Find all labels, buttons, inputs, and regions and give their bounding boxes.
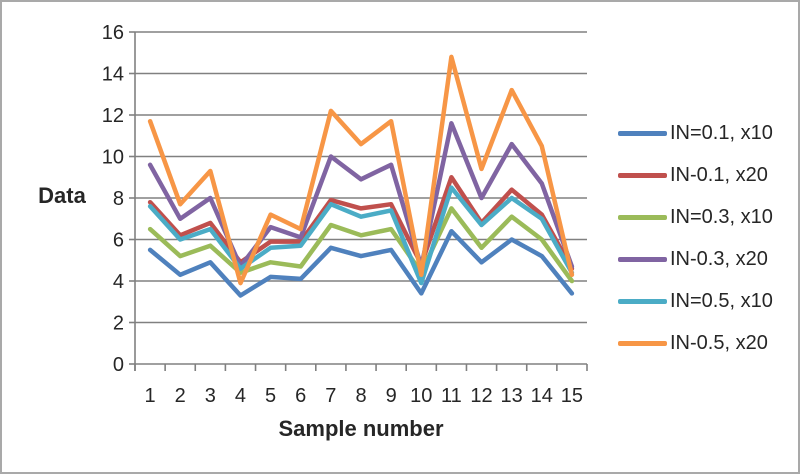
series-line xyxy=(147,206,575,284)
legend-label: IN=0.1, x10 xyxy=(670,121,773,144)
legend-item: IN-0.1, x20 xyxy=(618,154,798,196)
x-tick-label: 13 xyxy=(501,385,523,407)
legend-label: IN-0.1, x20 xyxy=(670,163,768,186)
x-tick-label: 8 xyxy=(355,385,366,407)
x-tick-label: 1 xyxy=(145,385,156,407)
x-tick-label: 6 xyxy=(295,385,306,407)
legend-line-swatch xyxy=(618,340,667,346)
legend-item: IN=0.1, x10 xyxy=(618,112,798,154)
x-tick-label: 4 xyxy=(235,385,246,407)
y-tick-label: 14 xyxy=(102,64,124,86)
x-tick-label: 12 xyxy=(470,385,492,407)
legend-item: IN=0.3, x10 xyxy=(618,196,798,238)
x-tick-label: 3 xyxy=(205,385,216,407)
legend-line-swatch xyxy=(618,130,667,136)
series-line xyxy=(147,121,575,269)
x-tick-label: 14 xyxy=(531,385,553,407)
legend-line-swatch xyxy=(618,214,667,220)
y-tick-label: 2 xyxy=(113,313,124,335)
x-axis-title: Sample number xyxy=(278,416,444,441)
legend-label: IN-0.3, x20 xyxy=(670,247,768,270)
legend-line-swatch xyxy=(618,298,667,304)
x-tick-label: 10 xyxy=(410,385,432,407)
legend-label: IN=0.5, x10 xyxy=(670,289,773,312)
legend-label: IN-0.5, x20 xyxy=(670,331,768,354)
y-tick-label: 12 xyxy=(102,105,124,127)
series-line xyxy=(147,175,575,271)
series-line xyxy=(147,54,575,286)
legend-item: IN=0.5, x10 xyxy=(618,280,798,322)
legend-label: IN=0.3, x10 xyxy=(670,205,773,228)
x-tick-label: 5 xyxy=(265,385,276,407)
x-tick-label: 7 xyxy=(325,385,336,407)
y-tick-label: 0 xyxy=(113,354,124,376)
y-tick-label: 4 xyxy=(113,271,124,293)
x-tick-label: 15 xyxy=(561,385,583,407)
x-tick-label: 9 xyxy=(386,385,397,407)
y-axis-title: Data xyxy=(38,183,86,208)
series-line xyxy=(147,228,575,298)
legend-item: IN-0.3, x20 xyxy=(618,238,798,280)
x-tick-label: 11 xyxy=(441,385,462,407)
y-tick-label: 16 xyxy=(102,22,124,44)
legend-line-swatch xyxy=(618,256,667,262)
legend-item: IN-0.5, x20 xyxy=(618,322,798,364)
legend: IN=0.1, x10 IN-0.1, x20 IN=0.3, x10 IN-0… xyxy=(618,112,798,364)
y-tick-label: 8 xyxy=(113,188,124,210)
legend-line-swatch xyxy=(618,172,667,178)
y-tick-label: 6 xyxy=(113,230,124,252)
series-line xyxy=(147,185,575,286)
x-tick-label: 2 xyxy=(175,385,186,407)
y-tick-label: 10 xyxy=(102,147,124,169)
